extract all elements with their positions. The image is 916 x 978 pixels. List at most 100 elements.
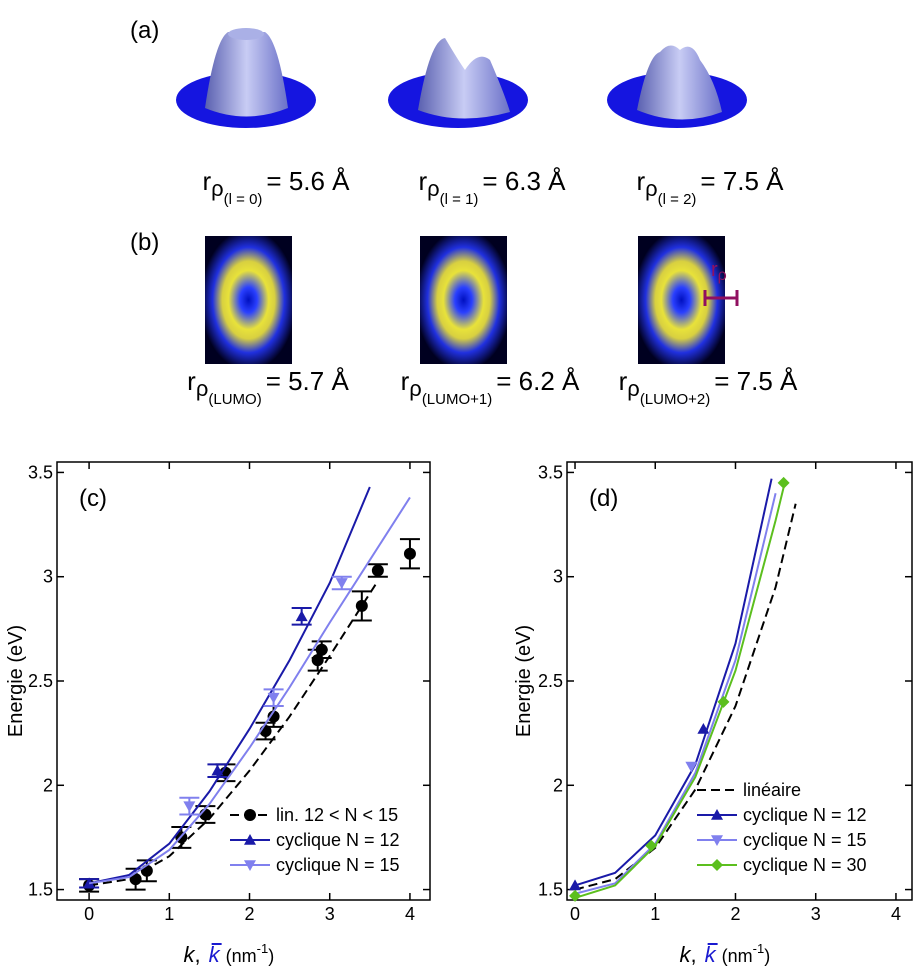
radius-label: rρ(LUMO+1)= 6.2 Å: [401, 366, 580, 408]
x-label-unit: (nm: [722, 946, 753, 966]
legend-label: cyclique N = 12: [276, 830, 400, 850]
x-label-unit: (nm: [226, 946, 257, 966]
marker: [711, 859, 723, 871]
x-label-kbar: k: [209, 942, 221, 967]
y-tick-label: 2: [553, 775, 563, 795]
label-value: = 6.2 Å: [496, 366, 580, 396]
panel-label: (b): [130, 229, 159, 256]
legend-label: linéaire: [743, 780, 801, 800]
marker: [569, 889, 582, 902]
y-tick-label: 1.5: [538, 880, 563, 900]
label-sub: (LUMO+1): [422, 391, 492, 408]
label-r: r: [187, 366, 196, 396]
y-tick-label: 3: [553, 567, 563, 587]
x-label-k: k: [680, 942, 692, 967]
label-rho: ρ: [196, 376, 209, 401]
label-rho: ρ: [211, 176, 224, 201]
label-sub: (LUMO+2): [640, 391, 710, 408]
label-rho: ρ: [627, 376, 640, 401]
marker: [267, 710, 280, 723]
marker: [244, 809, 256, 821]
curve: [574, 480, 787, 899]
label-value: = 6.3 Å: [482, 166, 566, 196]
label-sub: (l = 0): [224, 191, 263, 208]
y-tick-label: 2.5: [28, 671, 53, 691]
marker: [717, 695, 730, 708]
label-r: r: [418, 166, 427, 196]
curve: [88, 580, 379, 887]
x-label-sep: ,: [195, 942, 201, 967]
label-r: r: [401, 366, 410, 396]
label-sub: (l = 2): [658, 191, 697, 208]
radius-label: rρ(l = 2)= 7.5 Å: [636, 166, 784, 208]
x-label-k: k: [184, 942, 196, 967]
x-tick-label: 4: [891, 904, 901, 924]
marker: [355, 599, 368, 612]
marker: [697, 722, 710, 734]
x-label-exp: -1: [257, 941, 269, 956]
legend-label: cyclique N = 12: [743, 805, 867, 825]
marker: [140, 864, 153, 877]
y-tick-label: 3.5: [28, 462, 53, 482]
marker: [645, 839, 658, 852]
marker: [685, 761, 698, 773]
x-tick-label: 1: [650, 904, 660, 924]
y-tick-label: 1.5: [28, 880, 53, 900]
annotation-r: r: [711, 259, 718, 281]
label-value: = 5.7 Å: [266, 366, 350, 396]
x-label-sep: ,: [691, 942, 697, 967]
label-sub: (LUMO): [208, 391, 261, 408]
x-tick-label: 2: [730, 904, 740, 924]
y-axis-label: Energie (eV): [5, 625, 27, 737]
y-tick-label: 2.5: [538, 671, 563, 691]
y-tick-label: 3: [43, 567, 53, 587]
panel-label: (c): [79, 485, 107, 512]
y-axis-label: Energie (eV): [513, 625, 535, 737]
x-tick-label: 4: [405, 904, 415, 924]
panel-label: (d): [589, 485, 618, 512]
curve: [574, 478, 773, 887]
curve: [574, 493, 777, 895]
label-rho: ρ: [645, 176, 658, 201]
x-tick-label: 0: [570, 904, 580, 924]
legend-label: cyclique N = 15: [743, 830, 867, 850]
label-r: r: [619, 366, 628, 396]
legend-label: cyclique N = 30: [743, 855, 867, 875]
radius-label: rρ(LUMO) = 5.7 Å: [187, 366, 349, 408]
label-rho: ρ: [427, 176, 440, 201]
marker: [569, 879, 582, 891]
label-r: r: [636, 166, 645, 196]
annotation: rρ: [711, 259, 727, 284]
label-value: = 5.6 Å: [266, 166, 350, 196]
label-rho: ρ: [409, 376, 422, 401]
x-axis-label: k, k (nm-1): [680, 941, 771, 967]
label-value: = 7.5 Å: [700, 166, 784, 196]
x-label-kbar: k: [705, 942, 717, 967]
marker: [315, 643, 328, 656]
curve: [88, 496, 411, 885]
marker: [267, 692, 280, 704]
label-r: r: [202, 166, 211, 196]
x-label-exp: -1: [753, 941, 765, 956]
marker: [403, 547, 416, 560]
surface-images: [176, 28, 747, 364]
y-tick-label: 2: [43, 775, 53, 795]
marker: [244, 834, 256, 845]
annotation-rho: ρ: [718, 267, 727, 284]
marker: [183, 801, 196, 813]
marker: [244, 860, 256, 871]
radius-label: rρ(l = 0)= 5.6 Å: [202, 166, 350, 208]
marker: [711, 835, 723, 846]
radius-label: rρ(LUMO+2)= 7.5 Å: [619, 366, 798, 408]
marker: [371, 564, 384, 577]
label-value: = 7.5 Å: [714, 366, 798, 396]
label-sub: (l = 1): [440, 191, 479, 208]
curve: [88, 486, 371, 885]
x-tick-label: 3: [325, 904, 335, 924]
legend-label: lin. 12 < N < 15: [276, 805, 398, 825]
x-tick-label: 1: [164, 904, 174, 924]
marker: [211, 764, 224, 776]
x-label-close: ): [268, 946, 274, 966]
marker: [335, 578, 348, 589]
